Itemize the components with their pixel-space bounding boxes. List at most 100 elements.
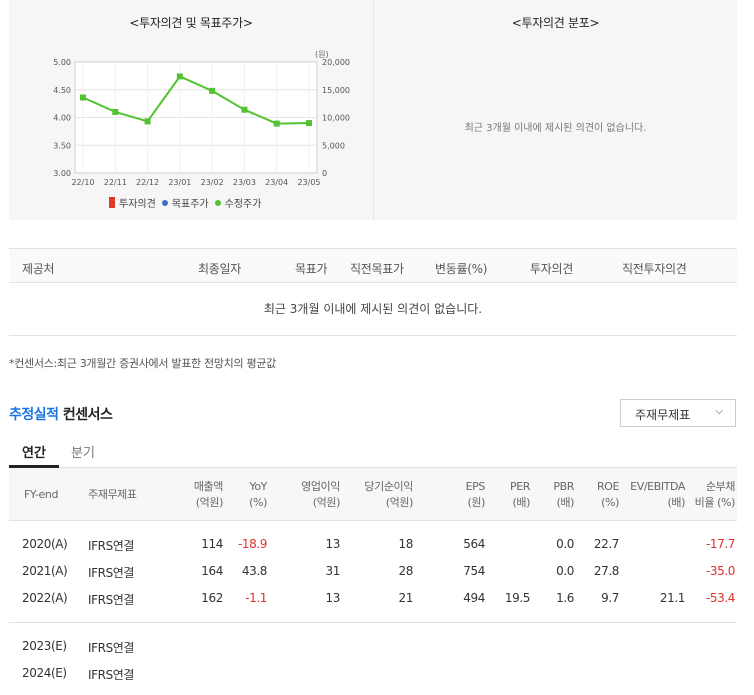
table-row: 2024(E) IFRS연결 [9, 659, 737, 686]
header-per-unit: (배) [512, 496, 530, 509]
x-tick: 23/01 [168, 178, 191, 187]
header-yoy-label: YoY [249, 480, 267, 493]
section-title: 추정실적 컨센서스 [9, 404, 113, 424]
cell-basis: IFRS연결 [88, 539, 135, 553]
cell-net: 21 [398, 591, 414, 605]
table-row: 2020(A) IFRS연결 114 -18.9 13 18 564 0.0 22.7 -17.7 [9, 530, 737, 557]
consensus-note: *컨센서스:최근 3개월간 증권사에서 발표한 전망치의 평균값 [9, 357, 276, 370]
header-per: PER (배) [499, 479, 530, 511]
header-eps: EPS (원) [449, 479, 486, 511]
series-point [273, 120, 280, 127]
header-fy: FY-end [24, 488, 59, 501]
table-row: 2022(A) IFRS연결 162 -1.1 13 21 494 19.5 1.6 9.7 21.… [9, 584, 737, 611]
x-tick: 23/04 [265, 178, 288, 187]
col-target-price: 목표가 [295, 262, 328, 276]
header-eps-label: EPS [465, 480, 486, 493]
header-revenue-unit: (억원) [195, 496, 224, 509]
y-right-tick: 0 [322, 169, 327, 178]
header-net-unit: (억원) [385, 496, 414, 509]
cell-basis: IFRS연결 [88, 641, 135, 655]
distribution-title: <투자의견 분포> [511, 16, 600, 30]
opinion-distribution-panel: <투자의견 분포> 최근 3개월 이내에 제시된 의견이 없습니다. [373, 0, 737, 220]
y-left-tick: 5.00 [53, 58, 71, 67]
cell-eps: 564 [463, 537, 485, 551]
financial-table-header: FY-end 주재무제표 매출액 (억원) YoY (%) 영업이익 (억원) … [9, 468, 737, 521]
cell-revenue: 164 [201, 564, 223, 578]
y-right-tick: 20,000 [322, 58, 350, 67]
y-right-tick: 10,000 [322, 114, 350, 123]
header-net: 당기순이익 (억원) [344, 479, 413, 511]
statement-type-value: 주재무제표 [635, 408, 691, 422]
col-provider: 제공처 [22, 262, 55, 276]
cell-net: 28 [398, 564, 414, 578]
series-point [176, 73, 183, 80]
header-yoy: YoY (%) [231, 479, 267, 511]
header-debt-unit: 비율 (%) [694, 496, 736, 509]
legend-target-swatch [161, 199, 168, 206]
header-pbr-label: PBR [553, 480, 574, 493]
col-last-date: 최종일자 [198, 262, 241, 276]
header-op: 영업이익 (억원) [279, 479, 340, 511]
header-ev-ebitda: EV/EBITDA (배) [627, 479, 685, 511]
cell-op: 13 [325, 537, 341, 551]
cell-debt: -35.0 [705, 564, 735, 578]
legend-target-label: 목표주가 [171, 199, 209, 210]
series-point [241, 106, 248, 113]
cell-roe: 22.7 [593, 537, 620, 551]
header-net-debt: 순부채 비율 (%) [685, 479, 736, 511]
header-op-unit: (억원) [312, 496, 341, 509]
series-point [80, 94, 86, 101]
cell-pbr: 0.0 [556, 537, 574, 551]
legend-price-swatch [214, 199, 221, 206]
cell-revenue: 162 [201, 591, 223, 605]
legend-opinion-swatch [109, 197, 115, 208]
section-title-rest: 컨센서스 [62, 407, 113, 423]
cell-op: 31 [325, 564, 341, 578]
header-basis: 주재무제표 [88, 488, 137, 501]
series-point [306, 120, 312, 127]
tab-annual[interactable]: 연간 [22, 446, 46, 461]
series-point [209, 87, 216, 94]
statement-type-select[interactable]: 주재무제표 ⌵ [620, 399, 736, 427]
cell-pbr: 0.0 [556, 564, 574, 578]
col-prev-opinion: 직전투자의견 [622, 262, 687, 276]
series-point [144, 118, 151, 125]
cell-debt: -17.7 [705, 537, 735, 551]
y-left-tick: 3.00 [53, 169, 71, 178]
y-right-tick: 5,000 [322, 141, 345, 150]
cell-per: 19.5 [504, 591, 531, 605]
tab-quarter[interactable]: 분기 [71, 446, 95, 461]
header-revenue: 매출액 (억원) [179, 479, 224, 511]
cell-eps: 494 [463, 591, 485, 605]
series-point [112, 108, 119, 115]
x-tick: 23/05 [297, 178, 320, 187]
cell-fy: 2023(E) [22, 639, 67, 653]
y-left-tick: 4.50 [53, 86, 71, 95]
opinion-table-header: 제공처 최종일자 목표가 직전목표가 변동률(%) 투자의견 직전투자의견 [9, 248, 737, 283]
table-row: 2021(A) IFRS연결 164 43.8 31 28 754 0.0 27.8 -35.0 [9, 557, 737, 584]
top-panels: <투자의견 및 목표주가> 5.00 20,000 4.50 15,000 4.00 10… [9, 0, 737, 220]
y-right-tick: 15,000 [322, 86, 350, 95]
cell-fy: 2020(A) [22, 537, 68, 551]
opinion-chart-panel: <투자의견 및 목표주가> 5.00 20,000 4.50 15,000 4.00 10… [9, 0, 373, 220]
header-revenue-label: 매출액 [193, 480, 224, 493]
tabs-divider [9, 467, 737, 468]
header-yoy-unit: (%) [249, 496, 267, 509]
x-tick: 22/11 [104, 178, 127, 187]
header-roe-unit: (%) [601, 496, 619, 509]
header-debt-label: 순부채 [705, 480, 736, 493]
header-eps-unit: (원) [467, 496, 485, 509]
header-op-label: 영업이익 [301, 480, 340, 493]
divider [9, 335, 737, 336]
x-tick: 23/02 [201, 178, 224, 187]
header-ev-label: EV/EBITDA [630, 480, 685, 493]
header-roe: ROE (%) [584, 479, 619, 511]
cell-op: 13 [325, 591, 341, 605]
cell-yoy: -18.9 [237, 537, 267, 551]
col-prev-target: 직전목표가 [350, 262, 404, 276]
opinion-chart-title: <투자의견 및 목표주가> [129, 16, 253, 30]
cell-basis: IFRS연결 [88, 566, 135, 580]
col-opinion: 투자의견 [530, 262, 573, 276]
cell-net: 18 [398, 537, 414, 551]
x-tick: 22/12 [136, 178, 159, 187]
